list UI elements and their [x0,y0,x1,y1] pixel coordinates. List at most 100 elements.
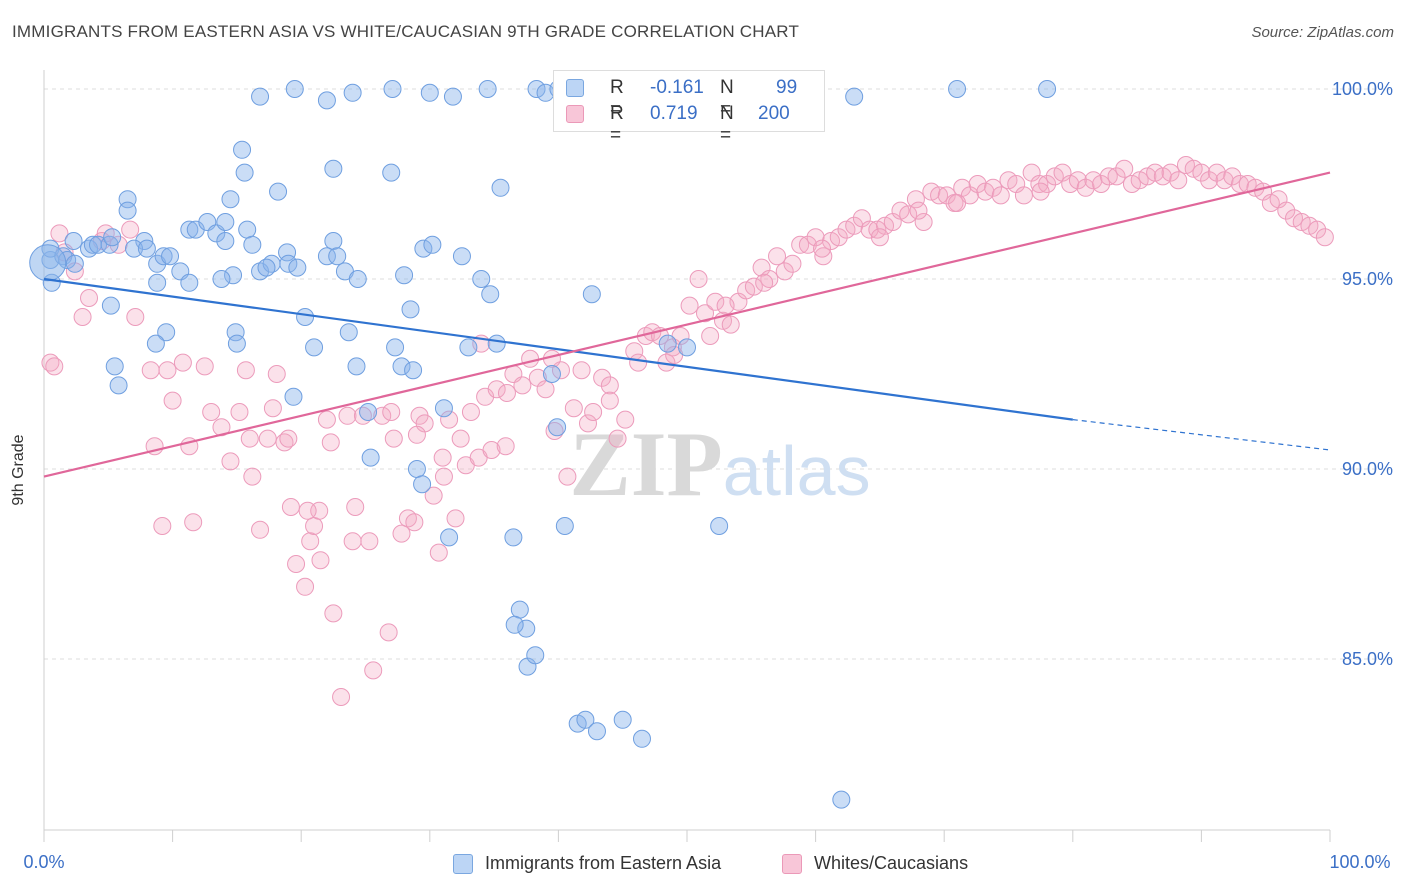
blue-point [504,528,523,547]
pink-point [1230,175,1249,193]
blue-point [101,296,120,315]
blue-point [527,80,546,98]
blue-point [161,247,180,266]
blue-point [296,308,315,326]
pink-point [287,555,306,573]
pink-point [434,467,453,486]
pink-point [311,551,330,570]
blue-point [216,232,235,250]
blue-point [481,285,500,304]
blue-point [135,232,154,250]
blue-point [420,83,439,102]
pink-point [433,448,452,467]
pink-point [564,399,583,418]
pink-point [1315,228,1334,247]
pink-point [45,357,64,376]
blue-point [109,376,128,395]
pink-point [558,467,577,486]
blue-point [328,247,347,266]
blue-point [221,190,240,209]
blue-point [452,247,471,266]
pink-point [267,365,286,383]
blue-point [443,87,462,106]
pink-point [163,391,182,410]
blue-point [284,387,303,406]
blue-point [472,270,491,288]
legend-n-value: 200 [758,103,790,124]
blue-point [383,80,402,98]
legend: R = -0.161 N = 99 R = 0.719 N = 200 [553,70,825,146]
pink-point [701,327,720,345]
blue-point [154,247,173,266]
blue-point [279,254,298,273]
y-tick-label: 95.0% [1342,269,1393,289]
pink-point [1223,167,1242,186]
blue-point [251,87,270,106]
pink-point [1200,171,1219,190]
blue-point [658,334,677,353]
x-tick-label: 100.0% [1329,852,1390,872]
blue-point [180,273,199,292]
bottom-legend-label: Whites/Caucasians [814,853,969,873]
pink-point [1099,167,1118,186]
pink-point [513,376,532,395]
blue-point [414,239,433,258]
pink-point [845,216,864,235]
pink-point [689,270,708,288]
pink-point [1207,163,1226,182]
pink-point [346,498,365,516]
blue-point [227,334,246,353]
pink-point [968,175,987,193]
pink-point [1068,171,1087,190]
pink-point [451,429,470,448]
blue-point [587,722,606,741]
pink-point [405,513,424,532]
blue-point [339,323,358,342]
blue-point [434,399,453,418]
pink-point [870,228,889,247]
blue-points [29,80,1057,809]
pink-point [360,532,379,551]
blue-point [100,235,119,254]
pink-point [324,604,343,623]
bottom-legend-swatch-pink [782,854,802,874]
pink-point [829,228,848,247]
pink-point [600,391,619,410]
legend-n-label: N = [720,77,734,120]
chart-title: IMMIGRANTS FROM EASTERN ASIA VS WHITE/CA… [12,22,800,41]
pink-points [41,156,1334,706]
pink-point [991,186,1010,205]
pink-point [1031,182,1050,201]
blue-point [243,235,262,254]
pink-point [706,292,725,311]
pink-point [379,623,398,642]
pink-point [121,220,140,239]
blue-point [710,517,729,535]
blue-point [148,273,167,292]
pink-point [1277,201,1296,220]
blue-point [404,361,423,380]
blue-point [157,323,176,342]
pink-point [806,228,825,247]
legend-swatch-blue [566,79,584,97]
pink-point [1030,175,1049,193]
blue-point [65,254,84,273]
legend-n-label: N = [720,103,734,146]
grid-lines [44,88,1390,660]
blue-point [343,83,362,102]
pink-point [1192,163,1211,182]
pink-point [930,186,949,205]
pink-point [332,688,351,706]
blue-point [285,80,304,98]
blue-point [526,646,545,665]
pink-point [221,452,240,471]
pink-point [382,403,401,421]
pink-point [202,403,221,421]
pink-point [243,467,262,486]
pink-point [126,308,145,326]
pink-point [572,361,591,380]
pink-point [1014,186,1033,205]
blue-point [105,357,124,376]
pink-point [305,517,324,535]
